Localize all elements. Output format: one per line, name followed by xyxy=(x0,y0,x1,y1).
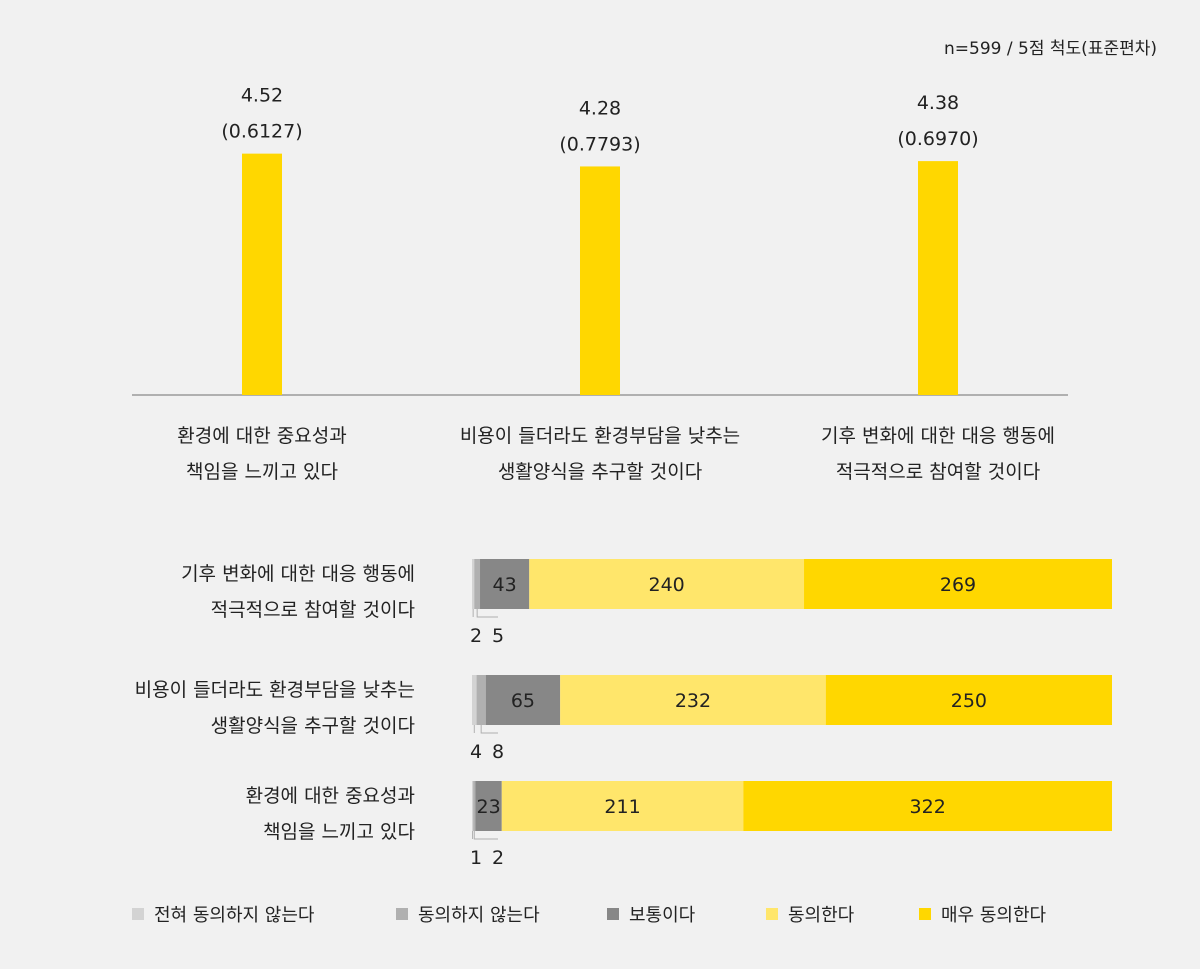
category-label: 환경에 대한 중요성과 xyxy=(246,785,415,807)
category-label: 기후 변화에 대한 대응 행동에 xyxy=(821,425,1055,447)
stack-segment xyxy=(529,559,805,609)
segment-value-label: 211 xyxy=(604,796,640,818)
stack-segment xyxy=(473,781,476,831)
mean-value-label: 4.38 xyxy=(917,92,959,114)
segment-value-label: 322 xyxy=(910,796,946,818)
stack-segment xyxy=(475,781,502,831)
legend-label: 동의한다 xyxy=(788,905,855,926)
segment-value-label: 65 xyxy=(511,690,535,712)
segment-value-label: 269 xyxy=(940,574,976,596)
stack-segment xyxy=(472,559,475,609)
category-label: 비용이 들더라도 환경부담을 낮추는 xyxy=(135,679,415,701)
legend-swatch xyxy=(766,908,778,920)
segment-value-label: 250 xyxy=(951,690,987,712)
segment-value-label: 4 xyxy=(470,741,482,763)
legend-item: 매우 동의한다 xyxy=(919,905,1047,926)
legend-item: 동의하지 않는다 xyxy=(396,905,540,926)
legend-swatch xyxy=(607,908,619,920)
legend-label: 매우 동의한다 xyxy=(941,905,1047,926)
stack-segment xyxy=(804,559,1112,609)
segment-value-label: 43 xyxy=(493,574,517,596)
category-label: 비용이 들더라도 환경부담을 낮추는 xyxy=(460,425,740,447)
mean-bar xyxy=(242,153,282,395)
category-label: 적극적으로 참여할 것이다 xyxy=(836,461,1040,483)
leader-line xyxy=(476,609,498,618)
legend-item: 동의한다 xyxy=(766,905,855,926)
leader-line xyxy=(473,831,498,840)
sd-value-label: (0.6127) xyxy=(221,121,302,143)
segment-value-label: 23 xyxy=(477,796,501,818)
stack-segment xyxy=(560,675,826,725)
legend-label: 보통이다 xyxy=(629,905,696,926)
category-label: 책임을 느끼고 있다 xyxy=(263,821,415,843)
mean-bar xyxy=(918,161,958,395)
legend-swatch xyxy=(396,908,408,920)
category-label: 기후 변화에 대한 대응 행동에 xyxy=(181,563,415,585)
category-label: 적극적으로 참여할 것이다 xyxy=(211,599,415,621)
segment-value-label: 8 xyxy=(492,741,504,763)
stack-segment xyxy=(485,675,561,725)
sd-value-label: (0.7793) xyxy=(559,133,640,155)
legend-label: 전혀 동의하지 않는다 xyxy=(154,905,315,926)
mean-bar xyxy=(580,166,620,395)
mean-value-label: 4.28 xyxy=(579,97,621,119)
legend: 전혀 동의하지 않는다 동의하지 않는다 보통이다 동의한다 매우 동의한다 xyxy=(132,905,1047,926)
stack-segment xyxy=(476,675,486,725)
segment-value-label: 1 xyxy=(470,847,482,869)
legend-label: 동의하지 않는다 xyxy=(418,905,540,926)
legend-item: 보통이다 xyxy=(607,905,696,926)
category-label: 생활양식을 추구할 것이다 xyxy=(498,461,702,483)
stack-segment xyxy=(825,675,1112,725)
segment-value-label: 240 xyxy=(649,574,685,596)
stack-segment xyxy=(480,559,530,609)
stack-segment xyxy=(743,781,1112,831)
stack-segment xyxy=(472,781,474,831)
category-label: 환경에 대한 중요성과 xyxy=(177,425,346,447)
category-label: 생활양식을 추구할 것이다 xyxy=(211,715,415,737)
stack-segment xyxy=(472,675,477,725)
legend-swatch xyxy=(919,908,931,920)
mean-value-label: 4.52 xyxy=(241,85,283,107)
segment-value-label: 5 xyxy=(492,625,504,647)
segment-value-label: 2 xyxy=(470,625,482,647)
category-label: 책임을 느끼고 있다 xyxy=(186,461,338,483)
legend-swatch xyxy=(132,908,144,920)
stack-segment xyxy=(501,781,744,831)
leader-line xyxy=(480,725,498,734)
legend-item: 전혀 동의하지 않는다 xyxy=(132,905,315,926)
stack-segment xyxy=(474,559,481,609)
sample-note: n=599 / 5점 척도(표준편차) xyxy=(944,39,1157,59)
segment-value-label: 232 xyxy=(675,690,711,712)
segment-value-label: 2 xyxy=(492,847,504,869)
sd-value-label: (0.6970) xyxy=(897,128,978,150)
